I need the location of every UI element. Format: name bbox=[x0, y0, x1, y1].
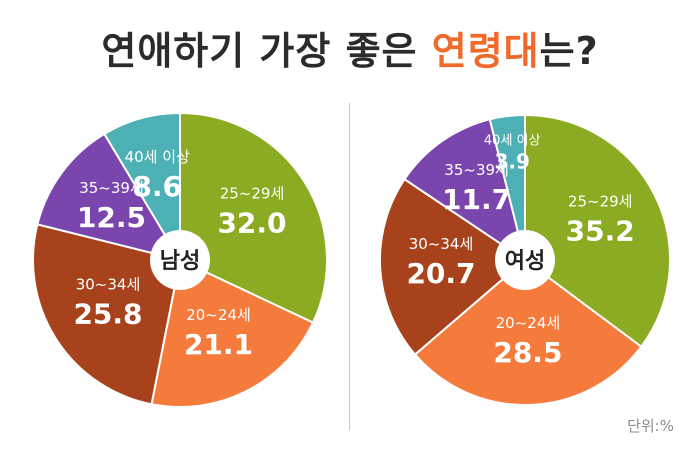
slice-value-male-40-plus: 8.6 bbox=[132, 170, 182, 203]
title-highlight: 연령대 bbox=[431, 29, 540, 73]
unit-label: 단위:% bbox=[627, 417, 674, 435]
center-badge-male bbox=[150, 230, 210, 290]
slice-value-female-40-plus: 3.9 bbox=[494, 149, 529, 173]
pie-slice-male-25-29 bbox=[179, 111, 328, 324]
slice-label-female-20-24: 20~24세 bbox=[496, 314, 561, 332]
pie-slice-female-35-39 bbox=[403, 118, 527, 263]
slice-label-male-35-39: 35~39세 bbox=[79, 179, 144, 197]
divider bbox=[349, 103, 350, 430]
slice-value-female-30-34: 20.7 bbox=[406, 257, 475, 290]
title-part2: 는? bbox=[539, 29, 599, 73]
pie-slice-female-40-plus bbox=[488, 113, 526, 261]
pie-chart-male: 25~29세 32.0 20~24세 21.1 30~34세 25.8 35~39세 12.5… bbox=[32, 111, 328, 408]
pie-slice-female-20-24 bbox=[413, 258, 643, 406]
slice-label-male-40-plus: 40세 이상 bbox=[125, 148, 190, 166]
slice-value-female-20-24: 28.5 bbox=[493, 336, 562, 369]
pie-slice-male-35-39 bbox=[36, 132, 183, 262]
slice-label-female-30-34: 30~34세 bbox=[409, 235, 474, 253]
center-label-male: 남성 bbox=[160, 249, 200, 274]
pie-slice-male-30-34 bbox=[32, 223, 182, 406]
page-title: 연애하기 가장 좋은 연령대는? bbox=[0, 20, 700, 75]
center-label-female: 여성 bbox=[505, 249, 545, 274]
center-badge-female bbox=[495, 230, 555, 290]
slice-value-male-30-34: 25.8 bbox=[73, 298, 142, 331]
slice-label-female-25-29: 25~29세 bbox=[568, 192, 633, 210]
slice-label-male-30-34: 30~34세 bbox=[76, 276, 141, 294]
pie-chart-female: 25~29세 35.2 20~24세 28.5 30~34세 20.7 35~39세 11.7… bbox=[379, 113, 671, 406]
pie-slice-female-30-34 bbox=[379, 177, 527, 356]
slice-label-male-20-24: 20~24세 bbox=[186, 306, 251, 324]
pie-slice-male-40-plus bbox=[103, 111, 181, 264]
pie-slice-male-20-24 bbox=[150, 258, 315, 408]
pie-slice-female-25-29 bbox=[524, 113, 671, 349]
slice-label-female-35-39: 35~39세 bbox=[444, 161, 509, 179]
slice-value-female-35-39: 11.7 bbox=[442, 183, 511, 216]
slice-label-male-25-29: 25~29세 bbox=[220, 184, 285, 202]
title-part1: 연애하기 가장 좋은 bbox=[101, 29, 432, 73]
slice-label-female-40-plus: 40세 이상 bbox=[484, 133, 541, 148]
slice-value-male-25-29: 32.0 bbox=[217, 206, 286, 239]
slice-value-male-35-39: 12.5 bbox=[77, 201, 146, 234]
slice-value-female-25-29: 35.2 bbox=[566, 214, 635, 247]
slice-value-male-20-24: 21.1 bbox=[184, 328, 253, 361]
